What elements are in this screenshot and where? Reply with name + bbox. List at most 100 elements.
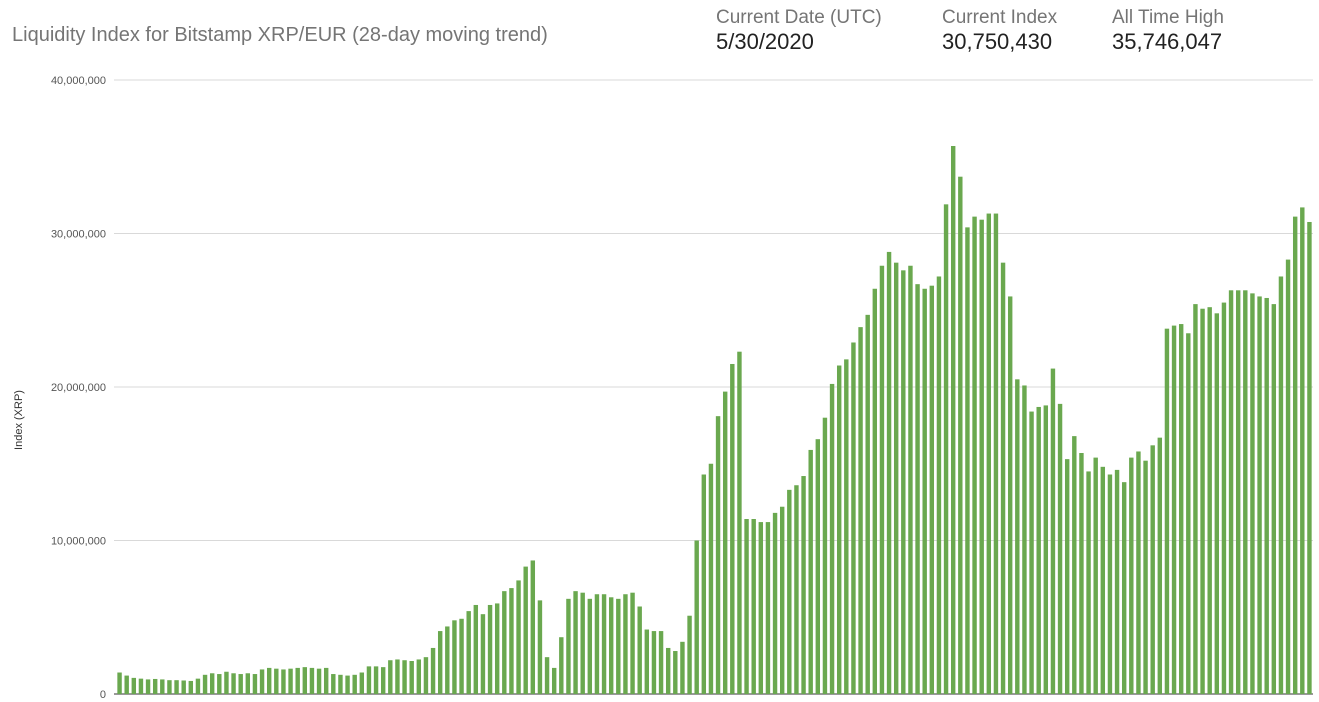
bar (1271, 304, 1277, 694)
bar (181, 680, 186, 694)
bar (473, 604, 479, 694)
bar (808, 449, 813, 694)
bar (815, 439, 821, 694)
bar (1214, 313, 1220, 694)
bar (1207, 307, 1212, 694)
bar (131, 677, 137, 694)
bar (1171, 325, 1177, 694)
bar (1292, 216, 1298, 694)
bar (708, 463, 714, 694)
bar (1186, 333, 1191, 694)
bar (509, 588, 514, 694)
bar (1129, 457, 1134, 694)
bar (309, 667, 315, 694)
bar (1086, 471, 1091, 694)
bar (623, 594, 628, 694)
bar (224, 671, 229, 694)
bar (388, 660, 393, 694)
bar (174, 680, 179, 694)
bar (238, 674, 243, 694)
bar (281, 669, 286, 694)
bar (801, 476, 806, 694)
bar (1221, 302, 1227, 694)
bar (152, 678, 158, 694)
bar (1057, 403, 1063, 694)
bar (1200, 308, 1205, 694)
y-tick-label: 0 (100, 689, 106, 701)
bar (316, 668, 322, 694)
bar (252, 674, 258, 694)
bar (323, 667, 329, 694)
bar (787, 489, 792, 694)
bar (266, 667, 272, 694)
bar (1136, 451, 1141, 694)
bar (644, 629, 650, 694)
bar (1064, 459, 1070, 694)
y-tick-label: 40,000,000 (51, 75, 106, 87)
bar (779, 506, 785, 694)
bar (217, 674, 222, 694)
bar (331, 674, 336, 694)
bar (851, 342, 856, 694)
bar (117, 672, 122, 694)
bar (1278, 276, 1284, 694)
bar (1015, 379, 1020, 694)
bar (922, 288, 927, 694)
bar (608, 597, 614, 694)
bar (744, 519, 749, 694)
bar (551, 667, 557, 694)
bar (687, 615, 692, 694)
stat-current-index-value: 30,750,430 (942, 29, 1053, 54)
bar (124, 675, 129, 694)
bar (1079, 453, 1084, 694)
stat-current-index: Current Index 30,750,430 (942, 7, 1057, 55)
bar (758, 522, 764, 694)
bar (1029, 411, 1034, 694)
bar (844, 359, 849, 694)
bar (459, 618, 464, 694)
bar (594, 594, 600, 694)
bar (1093, 457, 1098, 694)
bar (416, 659, 422, 694)
bar (929, 285, 935, 694)
bar (380, 667, 386, 694)
bar (637, 606, 642, 694)
bar (274, 668, 279, 694)
y-axis-ticks: 0 10,000,000 20,000,000 30,000,000 40,000,00… (51, 75, 106, 701)
bar (1036, 406, 1041, 694)
bar (1150, 445, 1155, 694)
bar (160, 679, 165, 694)
bar (722, 391, 728, 694)
bar (530, 560, 536, 694)
bar (1107, 474, 1113, 694)
bar (665, 647, 671, 694)
bar (1143, 460, 1148, 694)
bar (437, 631, 443, 694)
bar (494, 603, 500, 694)
bar (1072, 436, 1077, 694)
bar (573, 591, 578, 694)
bar (502, 591, 507, 694)
bar (366, 666, 372, 694)
bar (167, 680, 172, 694)
bar (259, 669, 265, 694)
bar (730, 363, 735, 694)
bar (352, 674, 357, 694)
bar (523, 566, 528, 694)
bar (943, 204, 949, 694)
bar (958, 176, 963, 694)
bar (822, 417, 828, 694)
bar (993, 213, 999, 695)
bar (409, 661, 414, 694)
bar (616, 598, 621, 694)
stat-current-date-value: 5/30/2020 (716, 29, 814, 54)
bar (580, 592, 585, 694)
bar (836, 365, 842, 694)
bar (765, 522, 771, 694)
bar (1022, 385, 1027, 694)
bar (1193, 304, 1198, 694)
bar (1257, 296, 1262, 694)
bar (195, 678, 201, 694)
bar (587, 598, 593, 694)
